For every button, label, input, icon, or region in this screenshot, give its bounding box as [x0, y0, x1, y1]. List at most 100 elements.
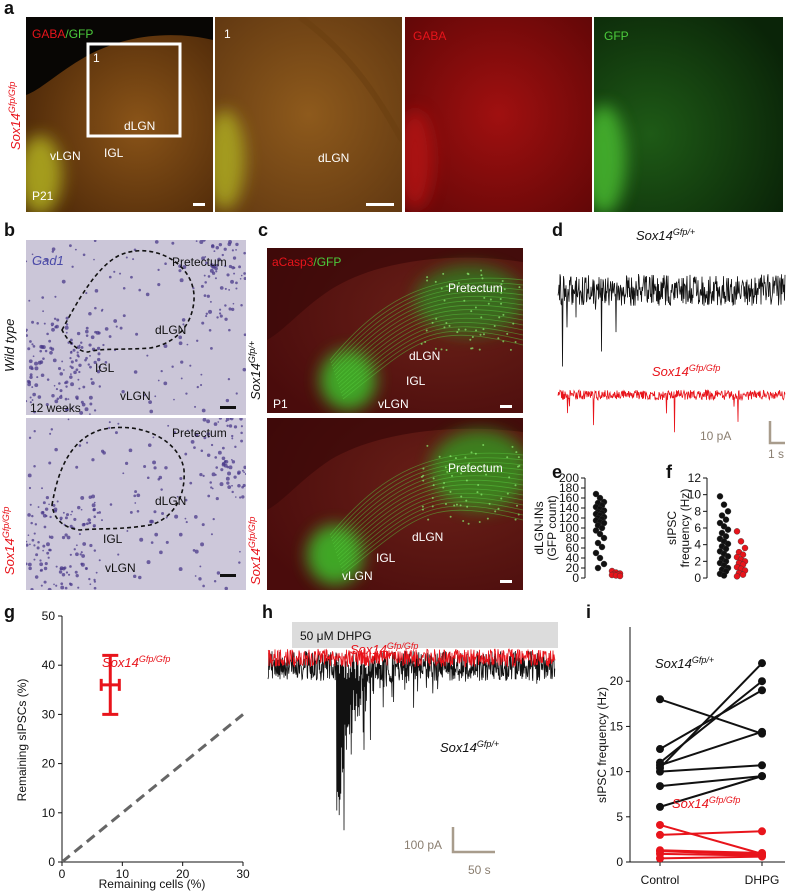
cell — [499, 298, 502, 301]
cell — [477, 483, 480, 486]
speckle — [29, 373, 33, 377]
region-label: vLGN — [105, 561, 136, 575]
dot — [656, 802, 664, 811]
speckle — [29, 503, 32, 506]
speckle — [117, 553, 120, 556]
speckle — [210, 443, 214, 447]
cell — [466, 272, 469, 275]
dot — [718, 512, 726, 519]
speckle — [204, 281, 207, 284]
speckle — [44, 507, 49, 511]
gene: Sox14 — [2, 538, 17, 575]
cell — [434, 347, 437, 350]
speckle — [126, 530, 129, 532]
speckle — [59, 389, 63, 393]
speckle — [238, 265, 241, 269]
speckle — [96, 511, 99, 514]
trace — [557, 273, 786, 367]
y-axis-label: (GFP count) — [545, 495, 559, 560]
stain-red: aCasp3 — [272, 255, 314, 269]
speckle — [239, 277, 242, 280]
speckle — [225, 398, 230, 403]
dot — [758, 659, 766, 668]
speckle — [29, 340, 32, 343]
speckle — [185, 392, 188, 395]
dlgn-outline — [51, 426, 185, 531]
speckle — [102, 343, 105, 347]
speckle — [55, 565, 58, 568]
y-tick-label: 200 — [559, 471, 579, 485]
allele: Gfp/+ — [247, 341, 257, 363]
speckle — [178, 567, 183, 571]
speckle — [63, 566, 67, 570]
speckle — [200, 542, 205, 547]
cell — [454, 457, 457, 460]
speckle — [108, 275, 112, 279]
speckle — [186, 343, 189, 346]
pair-line — [659, 689, 763, 750]
y-axis-label: sIPSC — [665, 511, 679, 545]
speckle — [34, 575, 39, 579]
speckle — [37, 506, 40, 508]
inset-label: 1 — [93, 51, 100, 65]
dot — [594, 539, 602, 547]
speckle — [209, 268, 214, 273]
speckle — [52, 503, 56, 507]
speckle — [241, 469, 244, 472]
x-error-bar — [99, 678, 121, 691]
speckle — [239, 496, 242, 499]
speckle — [26, 330, 27, 333]
dot — [598, 543, 606, 551]
dot — [592, 490, 600, 498]
speckle — [228, 264, 233, 269]
speckle — [34, 523, 38, 526]
speckle — [205, 261, 208, 265]
cell — [446, 470, 449, 473]
speckle — [27, 473, 32, 478]
y-tick-label: 180 — [559, 481, 579, 495]
speckle — [89, 583, 92, 586]
dot — [739, 571, 747, 578]
speckle — [153, 510, 157, 514]
fibre — [332, 291, 523, 370]
pair-line — [659, 855, 763, 860]
dot — [656, 820, 664, 829]
speckle — [149, 409, 154, 414]
y-tick-label: 20 — [566, 561, 580, 575]
speckle — [69, 338, 73, 342]
gene: Sox14 — [350, 642, 387, 657]
speckle — [208, 328, 212, 332]
speckle — [154, 240, 159, 244]
age-label: P21 — [32, 189, 54, 203]
speckle — [79, 411, 84, 415]
speckle — [104, 361, 108, 364]
speckle — [113, 319, 118, 323]
speckle — [53, 317, 57, 321]
speckle — [35, 553, 39, 557]
fibre — [339, 497, 523, 566]
speckle — [85, 567, 88, 570]
speckle — [242, 367, 246, 372]
fibre — [336, 309, 523, 382]
cell — [482, 328, 485, 331]
cell — [481, 277, 484, 280]
cell — [474, 452, 477, 455]
speckle — [235, 248, 237, 251]
speckle — [36, 322, 39, 325]
dot — [656, 830, 664, 839]
cell — [449, 515, 452, 518]
y-tick-label: 0 — [694, 571, 701, 585]
fibre — [332, 466, 523, 545]
fibre — [333, 470, 523, 548]
speckle — [209, 300, 212, 303]
speckle — [146, 560, 151, 565]
speckle — [36, 376, 39, 379]
cell — [434, 280, 437, 283]
y-tick-label: 8 — [694, 504, 701, 518]
speckle — [60, 518, 62, 521]
cell — [421, 505, 424, 508]
speckle — [235, 392, 238, 395]
speckle — [160, 369, 163, 373]
speckle — [185, 521, 188, 524]
speckle — [42, 513, 47, 518]
